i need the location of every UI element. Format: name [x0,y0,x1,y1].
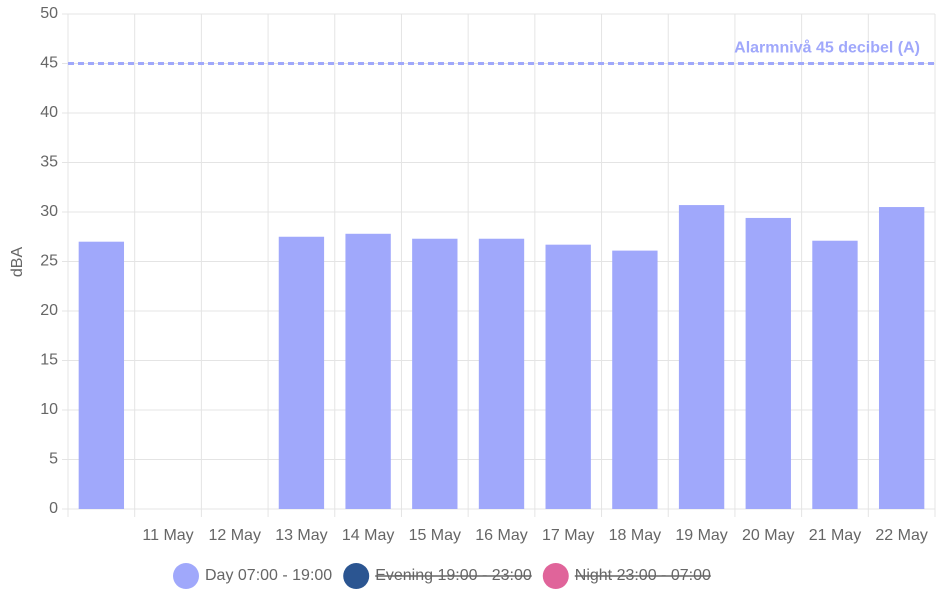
x-tick-label: 12 May [208,527,260,544]
bar [812,240,858,509]
x-tick-label: 19 May [675,527,727,544]
bar [478,238,525,510]
x-tick-label: 15 May [409,527,461,544]
legend-swatch[interactable] [343,563,370,589]
y-tick-label: 40 [40,104,58,121]
annotation-label: Alarmnivå 45 decibel (A) [734,39,920,57]
y-tick-label: 45 [40,55,58,72]
y-tick-label: 50 [40,5,58,22]
y-tick-label: 25 [40,253,58,270]
bar [878,207,925,510]
bar [745,217,791,509]
y-tick-label: 10 [40,401,58,418]
y-tick-label: 5 [49,451,58,468]
x-tick-label: 17 May [542,527,594,544]
bar [278,236,325,509]
x-tick-label: 18 May [609,527,661,544]
bar [612,250,658,510]
y-tick-label: 20 [40,302,58,319]
legend-swatch[interactable] [173,563,199,589]
bar [545,244,591,510]
y-tick-label: 30 [40,203,58,220]
x-tick-label: 22 May [875,527,927,544]
y-tick-label: 15 [40,352,58,369]
y-axis-label: dBA [9,247,26,278]
bar [345,233,391,509]
x-tick-label: 13 May [275,527,327,544]
x-tick-label: 21 May [809,527,861,544]
x-tick-label: 20 May [742,527,794,544]
bar [412,238,458,510]
legend-label[interactable]: Day 07:00 - 19:00 [205,567,332,584]
bar [78,241,125,509]
x-tick-label: 16 May [475,527,527,544]
y-tick-label: 0 [49,500,58,517]
bar [678,205,725,509]
y-tick-label: 35 [40,154,58,171]
legend-swatch[interactable] [542,563,569,589]
x-tick-label: 11 May [142,527,193,544]
x-tick-label: 14 May [342,527,394,544]
